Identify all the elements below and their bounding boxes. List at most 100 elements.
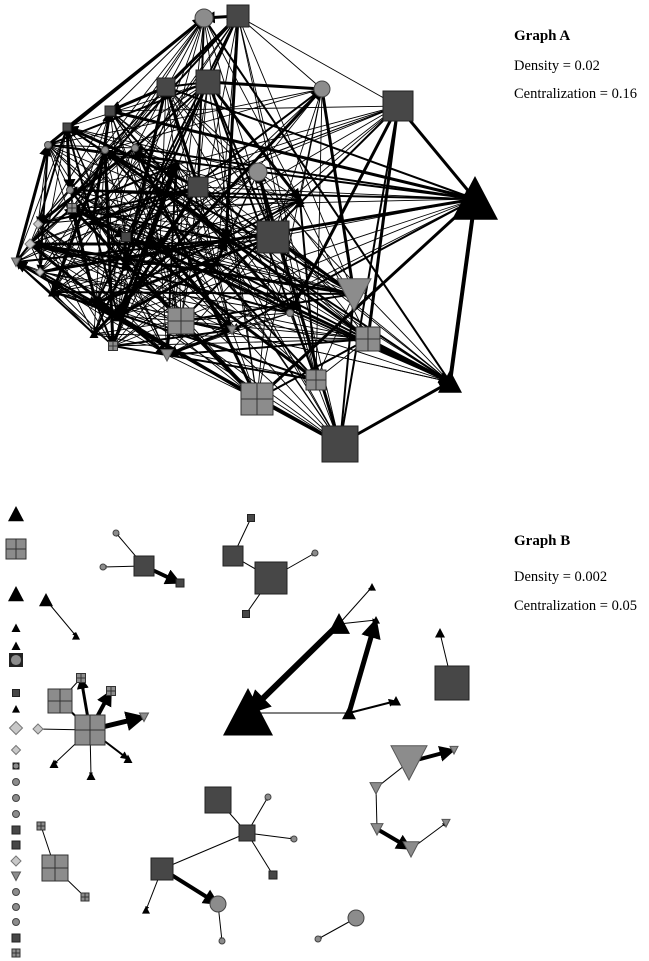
edge <box>47 144 126 266</box>
edge <box>69 186 301 201</box>
edge <box>39 271 369 341</box>
edge <box>29 15 239 245</box>
edge <box>15 261 95 335</box>
graph-b-nodes <box>32 514 470 945</box>
edge <box>15 220 94 263</box>
node-circle <box>290 835 298 843</box>
edge <box>103 149 119 348</box>
edge <box>71 207 218 264</box>
node-triangle <box>89 329 99 339</box>
node-circle <box>313 80 331 98</box>
edge <box>112 243 161 347</box>
node-triangle <box>11 623 21 633</box>
edge <box>39 270 291 314</box>
graph-a-nodes <box>10 4 498 463</box>
node-square <box>204 786 232 814</box>
edge <box>39 242 161 273</box>
edge <box>124 199 301 266</box>
graph-a-centralization: Centralization = 0.16 <box>514 86 637 102</box>
node-square <box>242 610 250 618</box>
edge <box>47 144 97 304</box>
edge <box>71 198 476 210</box>
edge <box>37 223 114 347</box>
graph-b-density: Density = 0.002 <box>514 569 607 585</box>
edge <box>52 239 227 293</box>
edge <box>69 189 94 222</box>
node-triangle <box>142 906 150 914</box>
edge <box>14 143 51 263</box>
node-triangle <box>213 259 221 267</box>
node-square <box>11 825 21 835</box>
node-triangle <box>295 195 305 205</box>
node-circle <box>131 144 139 152</box>
edge <box>180 311 291 322</box>
edge <box>117 239 227 317</box>
node-diamond <box>24 238 36 250</box>
node-boxed-circle <box>12 762 20 770</box>
node-grid-square <box>36 821 46 831</box>
graph-a-edges <box>14 11 481 446</box>
node-square <box>247 514 255 522</box>
node-diamond <box>35 267 45 277</box>
node-circle <box>12 888 20 896</box>
node-circle <box>44 141 52 149</box>
edge <box>52 236 127 293</box>
edge <box>39 199 301 273</box>
node-diamond <box>32 218 44 230</box>
edge <box>220 15 240 242</box>
edge <box>216 262 291 314</box>
node-circle <box>314 935 322 943</box>
edge <box>15 86 167 263</box>
edge <box>112 326 233 347</box>
edge <box>63 126 76 192</box>
node-circle <box>12 918 20 926</box>
edge <box>52 262 218 294</box>
node-square <box>226 4 250 28</box>
edge <box>36 126 68 225</box>
edge <box>257 171 355 295</box>
edge <box>237 15 323 90</box>
edge <box>117 314 259 401</box>
node-triangle <box>91 298 101 308</box>
edge <box>367 337 452 384</box>
edge <box>92 220 233 331</box>
edge <box>299 199 369 340</box>
node-circle <box>99 563 107 571</box>
edge <box>47 144 233 331</box>
node-grid-square <box>80 892 90 902</box>
node-inverted-triangle <box>370 823 384 837</box>
node-inverted-triangle <box>160 349 174 363</box>
edge <box>125 236 218 264</box>
edge <box>93 333 369 341</box>
edge <box>125 171 259 238</box>
edge <box>109 110 161 245</box>
edge <box>159 243 169 356</box>
edge <box>93 264 126 335</box>
node-square <box>133 555 155 577</box>
node-triangle <box>342 706 356 720</box>
edge <box>348 698 397 714</box>
node-triangle <box>48 287 58 297</box>
node-circle <box>194 8 214 28</box>
node-triangle <box>438 370 462 393</box>
node-circle <box>209 895 227 913</box>
edge <box>117 198 476 317</box>
node-grid-square <box>41 854 69 882</box>
node-grid-square <box>11 948 21 958</box>
node-grid-square <box>5 538 27 560</box>
edge <box>92 220 355 295</box>
edge <box>315 293 355 381</box>
edge <box>29 243 341 445</box>
node-square <box>156 77 176 97</box>
edge <box>134 147 161 245</box>
node-grid-square <box>47 688 73 714</box>
node-square <box>222 545 244 567</box>
edge <box>206 76 323 91</box>
edge <box>117 199 301 317</box>
node-circle <box>12 810 20 818</box>
node-circle <box>347 909 365 927</box>
edge <box>47 143 177 166</box>
node-square <box>382 90 414 122</box>
node-diamond <box>32 723 44 735</box>
node-triangle <box>391 696 401 706</box>
